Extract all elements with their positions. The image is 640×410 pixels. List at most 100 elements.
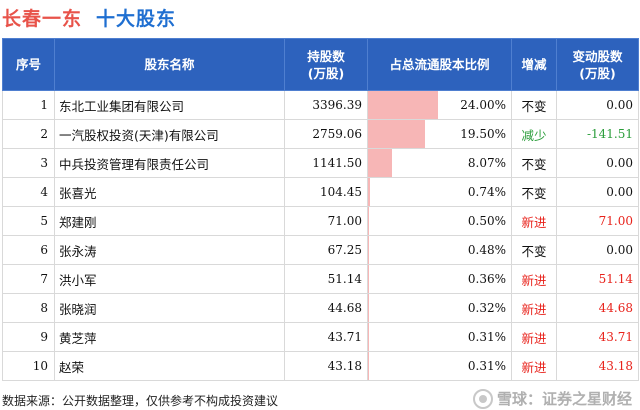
shares-held: 43.71 — [284, 322, 368, 352]
change-amount: -141.51 — [556, 119, 639, 149]
change-status: 不变 — [511, 148, 557, 178]
shareholder-name: 东北工业集团有限公司 — [54, 90, 285, 120]
table-body: 1 东北工业集团有限公司 3396.39 24.00% 不变 0.00 2 一汽股权投资(天津… — [2, 90, 639, 381]
ratio-bar — [368, 265, 370, 293]
change-amount: 51.14 — [556, 264, 639, 294]
ratio-bar — [368, 178, 371, 206]
header-rank: 序号 — [2, 38, 55, 91]
table-row: 7 洪小军 51.14 0.36% 新进 51.14 — [2, 264, 639, 294]
ratio-cell: 19.50% — [367, 119, 512, 149]
header-ratio: 占总流通股本比例 — [367, 38, 512, 91]
table-row: 9 黄芝萍 43.71 0.31% 新进 43.71 — [2, 322, 639, 352]
ratio-value: 0.31% — [467, 330, 506, 344]
row-rank: 10 — [2, 351, 55, 381]
row-rank: 6 — [2, 235, 55, 265]
change-status: 不变 — [511, 90, 557, 120]
header-delta: 变动股数 (万股) — [556, 38, 639, 91]
ratio-cell: 0.32% — [367, 293, 512, 323]
ratio-bar — [368, 323, 369, 351]
watermark: 雪球：证券之星财经 — [472, 388, 632, 409]
row-rank: 5 — [2, 206, 55, 236]
shareholder-name: 黄芝萍 — [54, 322, 285, 352]
row-rank: 9 — [2, 322, 55, 352]
shareholders-table: 序号 股东名称 持股数 (万股) 占总流通股本比例 增减 变动股数 (万股) 1… — [2, 38, 639, 381]
shares-held: 43.18 — [284, 351, 368, 381]
table-header-row: 序号 股东名称 持股数 (万股) 占总流通股本比例 增减 变动股数 (万股) — [2, 38, 639, 91]
shareholder-name: 赵荣 — [54, 351, 285, 381]
row-rank: 7 — [2, 264, 55, 294]
ratio-value: 0.36% — [467, 272, 506, 286]
shares-held: 51.14 — [284, 264, 368, 294]
ratio-cell: 0.50% — [367, 206, 512, 236]
table-title: 十大股东 — [96, 7, 177, 30]
ratio-cell: 0.31% — [367, 351, 512, 381]
change-amount: 44.68 — [556, 293, 639, 323]
change-amount: 0.00 — [556, 90, 639, 120]
change-amount: 43.71 — [556, 322, 639, 352]
shares-held: 71.00 — [284, 206, 368, 236]
ratio-value: 24.00% — [460, 98, 506, 112]
company-name: 长春一东 — [2, 7, 83, 30]
change-amount: 43.18 — [556, 351, 639, 381]
ratio-value: 0.31% — [467, 359, 506, 373]
ratio-cell: 0.74% — [367, 177, 512, 207]
ratio-value: 0.50% — [467, 214, 506, 228]
change-status: 新进 — [511, 322, 557, 352]
shares-held: 104.45 — [284, 177, 368, 207]
ratio-bar — [368, 207, 370, 235]
table-row: 3 中兵投资管理有限责任公司 1141.50 8.07% 不变 0.00 — [2, 148, 639, 178]
header-shares: 持股数 (万股) — [284, 38, 368, 91]
shareholder-name: 郑建刚 — [54, 206, 285, 236]
change-status: 新进 — [511, 351, 557, 381]
ratio-bar — [368, 294, 369, 322]
shareholder-name: 张喜光 — [54, 177, 285, 207]
shareholder-name: 张晓润 — [54, 293, 285, 323]
ratio-value: 0.32% — [467, 301, 506, 315]
change-amount: 71.00 — [556, 206, 639, 236]
shareholder-name: 张永涛 — [54, 235, 285, 265]
xueqiu-logo-icon — [472, 388, 493, 409]
ratio-cell: 24.00% — [367, 90, 512, 120]
ratio-bar — [368, 149, 392, 177]
ratio-cell: 8.07% — [367, 148, 512, 178]
change-status: 新进 — [511, 264, 557, 294]
change-status: 不变 — [511, 235, 557, 265]
change-status: 不变 — [511, 177, 557, 207]
ratio-value: 19.50% — [460, 127, 506, 141]
change-status: 减少 — [511, 119, 557, 149]
watermark-text: 雪球：证券之星财经 — [496, 390, 632, 408]
row-rank: 8 — [2, 293, 55, 323]
table-row: 4 张喜光 104.45 0.74% 不变 0.00 — [2, 177, 639, 207]
ratio-cell: 0.48% — [367, 235, 512, 265]
table-row: 6 张永涛 67.25 0.48% 不变 0.00 — [2, 235, 639, 265]
ratio-value: 8.07% — [467, 156, 506, 170]
shares-held: 1141.50 — [284, 148, 368, 178]
ratio-bar — [368, 91, 438, 119]
table-row: 1 东北工业集团有限公司 3396.39 24.00% 不变 0.00 — [2, 90, 639, 120]
shareholder-name: 一汽股权投资(天津)有限公司 — [54, 119, 285, 149]
ratio-bar — [368, 352, 369, 380]
row-rank: 2 — [2, 119, 55, 149]
shares-held: 2759.06 — [284, 119, 368, 149]
data-source-note: 数据来源：公开数据整理，仅供参考不构成投资建议 — [2, 394, 279, 408]
shares-held: 3396.39 — [284, 90, 368, 120]
change-status: 新进 — [511, 293, 557, 323]
header-change: 增减 — [511, 38, 557, 91]
shares-held: 67.25 — [284, 235, 368, 265]
shareholder-name: 中兵投资管理有限责任公司 — [54, 148, 285, 178]
table-row: 2 一汽股权投资(天津)有限公司 2759.06 19.50% 减少 -141.51 — [2, 119, 639, 149]
row-rank: 4 — [2, 177, 55, 207]
ratio-bar — [368, 120, 425, 148]
ratio-cell: 0.36% — [367, 264, 512, 294]
change-amount: 0.00 — [556, 177, 639, 207]
ratio-bar — [368, 236, 370, 264]
row-rank: 1 — [2, 90, 55, 120]
shares-held: 44.68 — [284, 293, 368, 323]
change-status: 新进 — [511, 206, 557, 236]
ratio-cell: 0.31% — [367, 322, 512, 352]
change-amount: 0.00 — [556, 148, 639, 178]
shareholder-name: 洪小军 — [54, 264, 285, 294]
ratio-value: 0.74% — [467, 185, 506, 199]
table-row: 10 赵荣 43.18 0.31% 新进 43.18 — [2, 351, 639, 381]
ratio-value: 0.48% — [467, 243, 506, 257]
